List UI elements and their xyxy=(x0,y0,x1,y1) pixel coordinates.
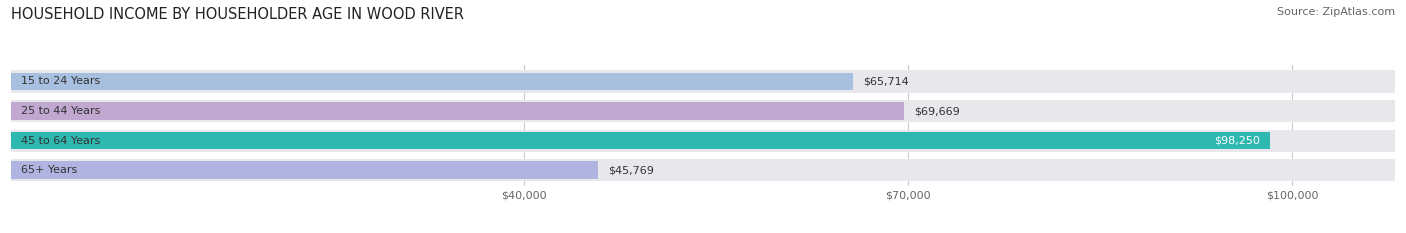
Bar xyxy=(11,102,904,120)
Bar xyxy=(11,130,1395,152)
Text: $69,669: $69,669 xyxy=(914,106,960,116)
Text: HOUSEHOLD INCOME BY HOUSEHOLDER AGE IN WOOD RIVER: HOUSEHOLD INCOME BY HOUSEHOLDER AGE IN W… xyxy=(11,7,464,22)
Bar xyxy=(11,70,1395,93)
Bar xyxy=(11,132,1270,149)
Bar xyxy=(11,159,1395,181)
Bar xyxy=(11,73,853,90)
Text: $65,714: $65,714 xyxy=(863,76,910,86)
Text: 45 to 64 Years: 45 to 64 Years xyxy=(21,136,101,146)
Text: 25 to 44 Years: 25 to 44 Years xyxy=(21,106,101,116)
Text: 65+ Years: 65+ Years xyxy=(21,165,77,175)
Text: $45,769: $45,769 xyxy=(607,165,654,175)
Text: 15 to 24 Years: 15 to 24 Years xyxy=(21,76,101,86)
Text: Source: ZipAtlas.com: Source: ZipAtlas.com xyxy=(1277,7,1395,17)
Bar xyxy=(11,161,598,179)
Text: $98,250: $98,250 xyxy=(1213,136,1260,146)
Bar xyxy=(11,100,1395,122)
